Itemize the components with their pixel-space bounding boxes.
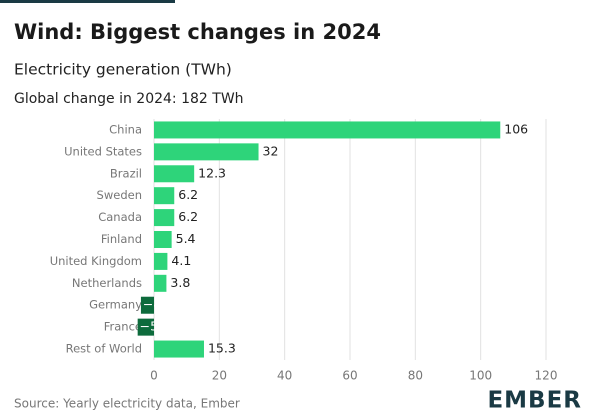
y-tick-label: United Kingdom <box>50 254 142 268</box>
value-label: 12.3 <box>198 165 226 180</box>
bar <box>137 318 154 336</box>
bar <box>154 252 168 270</box>
value-label: 4.1 <box>171 253 191 268</box>
x-tick-label: 120 <box>535 369 558 383</box>
y-tick-label: Germany <box>89 298 142 312</box>
value-label: 3.8 <box>170 275 190 290</box>
accent-bar <box>0 0 175 3</box>
y-tick-label: Netherlands <box>72 276 142 290</box>
logo: EMBER <box>487 388 582 414</box>
bar <box>154 274 167 292</box>
value-label: 6.2 <box>178 187 198 202</box>
bar <box>154 209 175 227</box>
value-label: 106 <box>504 121 528 136</box>
y-tick-label: China <box>109 122 142 136</box>
bar <box>154 143 259 161</box>
source: Source: Yearly electricity data, Ember <box>14 397 240 411</box>
x-tick-label: 80 <box>408 369 423 383</box>
x-tick-label: 0 <box>150 369 158 383</box>
chart-note: Global change in 2024: 182 TWh <box>14 91 244 107</box>
value-label: 6.2 <box>178 209 198 224</box>
x-tick-label: 20 <box>212 369 227 383</box>
chart-subtitle: Electricity generation (TWh) <box>14 61 232 79</box>
y-tick-label: France <box>104 320 142 334</box>
value-label: 32 <box>263 143 279 158</box>
x-tick-label: 40 <box>277 369 292 383</box>
bar <box>154 165 195 183</box>
chart-title: Wind: Biggest changes in 2024 <box>14 20 381 44</box>
bar <box>154 187 175 205</box>
value-label: 15.3 <box>208 341 236 356</box>
value-label: 5.4 <box>176 231 196 246</box>
value-label: −5 <box>140 319 158 334</box>
bar <box>154 231 172 248</box>
value-label: −4 <box>143 297 161 312</box>
y-tick-label: Finland <box>101 232 142 246</box>
x-tick-label: 100 <box>469 369 492 383</box>
y-tick-label: Sweden <box>97 188 142 202</box>
bar <box>154 121 501 139</box>
x-tick-label: 60 <box>342 369 357 383</box>
y-tick-label: Canada <box>98 210 142 224</box>
y-tick-label: Rest of World <box>66 342 142 356</box>
y-tick-label: United States <box>64 144 142 158</box>
bar <box>154 340 204 358</box>
y-tick-label: Brazil <box>110 166 142 180</box>
bar <box>140 296 154 314</box>
